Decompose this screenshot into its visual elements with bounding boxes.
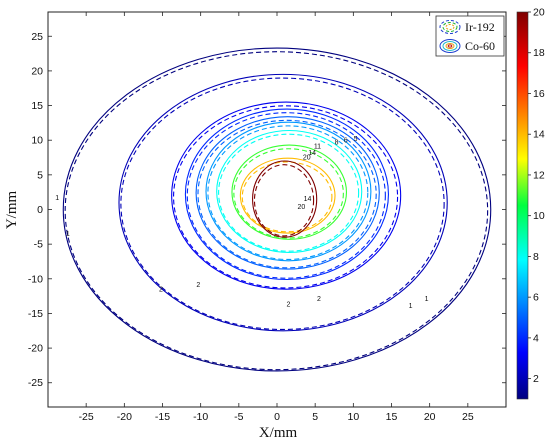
y-tick-label: 10 <box>31 135 43 147</box>
contour-solid-level-8 <box>216 129 363 254</box>
contour-solid-level-5 <box>195 116 380 270</box>
dashed-rings-icon <box>439 20 461 34</box>
contour-dashed-level-11 <box>233 148 344 239</box>
colorbar-gradient <box>516 11 529 400</box>
contour-dashed-level-20 <box>253 164 315 237</box>
y-tick-label: 5 <box>37 169 43 181</box>
contour-label: 1 <box>55 195 59 202</box>
y-tick-label: -10 <box>28 273 43 285</box>
contour-dashed-level-2 <box>120 77 445 331</box>
contour-label: 2 <box>286 302 290 309</box>
x-tick-label: -10 <box>193 411 208 423</box>
y-tick-label: -20 <box>28 343 43 355</box>
contour-label: 2 <box>159 286 163 293</box>
contour-label: 2 <box>196 282 200 289</box>
x-tick-label: 15 <box>386 411 398 423</box>
contour-solid-level-1 <box>62 47 492 372</box>
x-tick-label: 5 <box>312 411 318 423</box>
colorbar-tick-label: 14 <box>533 129 545 141</box>
colorbar: 2 4 6 8 10 12 14 16 18 20 <box>516 7 545 400</box>
contour-label: 1 <box>425 296 429 303</box>
y-tick-label: 0 <box>37 204 43 216</box>
colorbar-tick-label: 6 <box>533 292 539 304</box>
contour-label: 1 <box>409 303 413 310</box>
contour-label: 2 <box>317 296 321 303</box>
colorbar-tick-label: 12 <box>533 169 545 181</box>
y-tick-label: 25 <box>31 31 43 43</box>
legend-box <box>435 15 505 57</box>
contour-dashed-level-6 <box>207 125 369 261</box>
x-axis: -25 -20 -15 -10 -5 0 5 10 15 20 25 <box>79 12 474 423</box>
contour-solid-level-11 <box>231 144 348 240</box>
contour-dashed-level-1 <box>64 51 489 371</box>
contour-dashed-level-3 <box>173 105 399 289</box>
contour-label: 14 <box>308 150 316 157</box>
colorbar-tick-label: 20 <box>533 7 545 19</box>
y-tick-label: -15 <box>28 308 43 320</box>
y-tick-label: 15 <box>31 100 43 112</box>
legend-label-co60: Co-60 <box>465 39 495 53</box>
contour-dashed-level-5 <box>197 119 377 269</box>
contour-solid-level-4 <box>184 108 389 281</box>
x-axis-title: X/mm <box>259 425 298 441</box>
colorbar-tick-label: 10 <box>533 210 545 222</box>
contour-label: 20 <box>303 155 311 162</box>
contour-label: 11 <box>314 144 321 151</box>
y-axis-title: Y/mm <box>4 191 20 230</box>
colorbar-tick-label: 2 <box>533 373 539 385</box>
contour-label: 5 <box>354 136 358 143</box>
contour-dashed-level-8 <box>218 133 360 252</box>
contour-lines <box>62 47 492 372</box>
x-tick-label: 25 <box>462 411 474 423</box>
y-tick-label: -5 <box>34 239 43 251</box>
contour-solid-level-14 <box>239 157 336 234</box>
contour-solid-level-2 <box>118 73 448 332</box>
colorbar-tick-label: 8 <box>533 251 539 263</box>
legend-entry-ir192: Ir-192 <box>439 20 495 34</box>
legend-label-ir192: Ir-192 <box>465 20 495 34</box>
contour-label: 14 <box>304 196 312 203</box>
x-tick-label: 0 <box>274 411 280 423</box>
y-tick-label: 20 <box>31 65 43 77</box>
contour-label: 20 <box>298 204 306 211</box>
colorbar-tick-label: 16 <box>533 88 545 100</box>
contour-label: 8 <box>335 139 339 146</box>
x-tick-label: -15 <box>155 411 170 423</box>
contour-solid-level-3 <box>171 101 402 290</box>
contour-solid-level-6 <box>205 121 372 262</box>
legend-entry-co60: Co-60 <box>439 39 495 53</box>
y-tick-label: -25 <box>28 377 43 389</box>
legend: Ir-192 Co-60 <box>435 15 505 57</box>
contour-label: 6 <box>344 137 348 144</box>
x-tick-label: 20 <box>424 411 436 423</box>
solid-rings-icon <box>439 39 461 53</box>
contour-dashed-level-14 <box>241 161 333 233</box>
colorbar-tick-label: 18 <box>533 47 545 59</box>
contour-dashed-level-4 <box>186 112 386 279</box>
colorbar-ticks: 2 4 6 8 10 12 14 16 18 20 <box>528 7 545 385</box>
x-tick-label: -20 <box>117 411 132 423</box>
x-tick-label: -5 <box>234 411 243 423</box>
colorbar-tick-label: 4 <box>533 332 539 344</box>
x-tick-label: 10 <box>347 411 359 423</box>
x-tick-label: -25 <box>79 411 94 423</box>
contour-label: 1 <box>66 231 70 238</box>
contour-solid-level-20 <box>252 160 318 238</box>
